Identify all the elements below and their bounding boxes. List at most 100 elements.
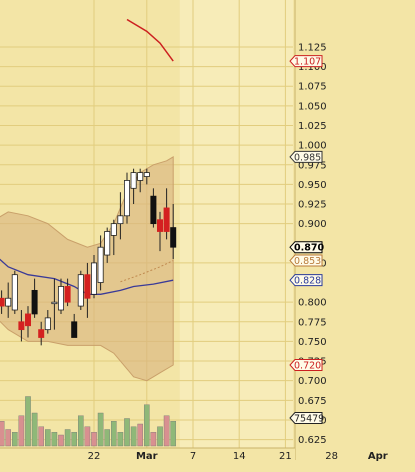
volume-bar — [163, 415, 170, 447]
candle-body — [44, 317, 51, 331]
candle — [143, 168, 150, 185]
dotted-average-line — [120, 260, 174, 283]
candle — [31, 278, 38, 318]
y-tick-label: 1.100 — [298, 62, 327, 73]
candle — [64, 278, 71, 307]
y-tick-label: 0.700 — [298, 376, 327, 387]
candle — [18, 310, 25, 342]
price-badge: 0.985 — [289, 150, 323, 163]
badge-label: 75479 — [294, 414, 324, 425]
price-badge: 0.853 — [289, 254, 323, 267]
candle — [11, 270, 18, 314]
y-tick-label: 0.775 — [298, 317, 327, 328]
candle — [130, 168, 137, 205]
candle-body — [91, 262, 98, 295]
volume-bar — [91, 432, 97, 447]
y-tick-label: 1.125 — [298, 42, 327, 53]
candle — [77, 270, 84, 311]
candle-body — [38, 329, 45, 338]
price-badge: 0.828 — [289, 274, 323, 287]
volume-bar — [38, 426, 44, 447]
candle — [163, 188, 170, 240]
badge-frame — [289, 358, 323, 371]
y-axis-panel — [295, 0, 415, 472]
volume-bar — [77, 415, 84, 447]
volume-bar — [117, 432, 124, 447]
candle-body — [163, 207, 170, 232]
candle — [71, 313, 78, 338]
y-tick-label: 1.000 — [298, 141, 327, 152]
volume-bar — [84, 426, 91, 447]
y-tick-label: 1.025 — [298, 121, 327, 132]
badge-frame — [289, 412, 323, 424]
x-tick-label: Apr — [368, 451, 388, 462]
volume-bar — [11, 432, 18, 447]
candle-body — [150, 195, 157, 225]
candle-body — [130, 172, 137, 189]
volume-bar — [150, 432, 157, 447]
candle — [170, 204, 177, 259]
badge-frame — [289, 241, 323, 254]
candle-body — [31, 289, 38, 315]
candle-body — [64, 286, 71, 303]
volume-bar — [71, 432, 77, 447]
volume-bar — [64, 429, 71, 447]
price-badge: 0.720 — [289, 358, 323, 371]
y-tick-label: 0.900 — [298, 219, 327, 230]
badge-frame — [289, 254, 323, 267]
badge-label: 0.828 — [294, 276, 321, 287]
y-tick-label: 0.800 — [298, 298, 327, 309]
candle — [117, 192, 124, 240]
candle — [104, 227, 111, 263]
candle-body — [156, 219, 163, 232]
future-area — [179, 0, 293, 460]
candle — [156, 211, 163, 252]
badge-label: 0.853 — [294, 256, 321, 267]
candle — [44, 310, 51, 334]
badge-frame — [289, 274, 323, 287]
y-tick-label: 0.750 — [298, 337, 327, 348]
candle-body — [117, 215, 124, 225]
candle — [84, 262, 91, 318]
badge-frame — [289, 150, 323, 163]
badge-frame — [289, 55, 323, 68]
candle-body — [5, 297, 12, 307]
candle-body — [71, 321, 78, 338]
volume-bar — [143, 404, 150, 447]
volume-bar — [124, 418, 130, 447]
candle — [91, 255, 98, 299]
candle-body — [0, 297, 5, 307]
x-tick-label: 14 — [233, 451, 246, 462]
volume-badge: 75479 — [289, 412, 324, 425]
candle — [38, 321, 45, 346]
candle — [150, 188, 157, 228]
candle-body — [11, 274, 18, 311]
volume-bar — [31, 412, 38, 447]
badge-label: 0.720 — [294, 360, 321, 371]
price-badge: 0.870 — [289, 241, 324, 254]
candle — [124, 172, 131, 224]
candle — [0, 290, 5, 314]
candle-body — [77, 274, 84, 307]
candle-body — [24, 313, 31, 327]
y-axis: 1.125 1.100 1.075 1.050 1.025 1.000 0.975 0.950… — [294, 0, 415, 472]
candle — [51, 278, 58, 330]
candle-body — [170, 227, 177, 248]
volume-bar — [97, 412, 104, 447]
volume-bar — [5, 429, 11, 447]
volume-bar — [25, 396, 31, 447]
candle — [24, 306, 31, 338]
candle — [97, 235, 104, 291]
y-tick-label: 1.050 — [298, 101, 327, 112]
volume-bars — [0, 396, 177, 447]
volume-bar — [18, 415, 25, 447]
y-tick-label: 0.925 — [298, 200, 327, 211]
y-tick-label: 0.625 — [298, 435, 327, 446]
candle-body — [110, 223, 117, 236]
x-axis-panel — [0, 448, 295, 472]
y-tick-label: 0.950 — [298, 180, 327, 191]
candle — [58, 278, 65, 314]
volume-bar — [110, 421, 117, 447]
volume-bar — [157, 426, 163, 447]
